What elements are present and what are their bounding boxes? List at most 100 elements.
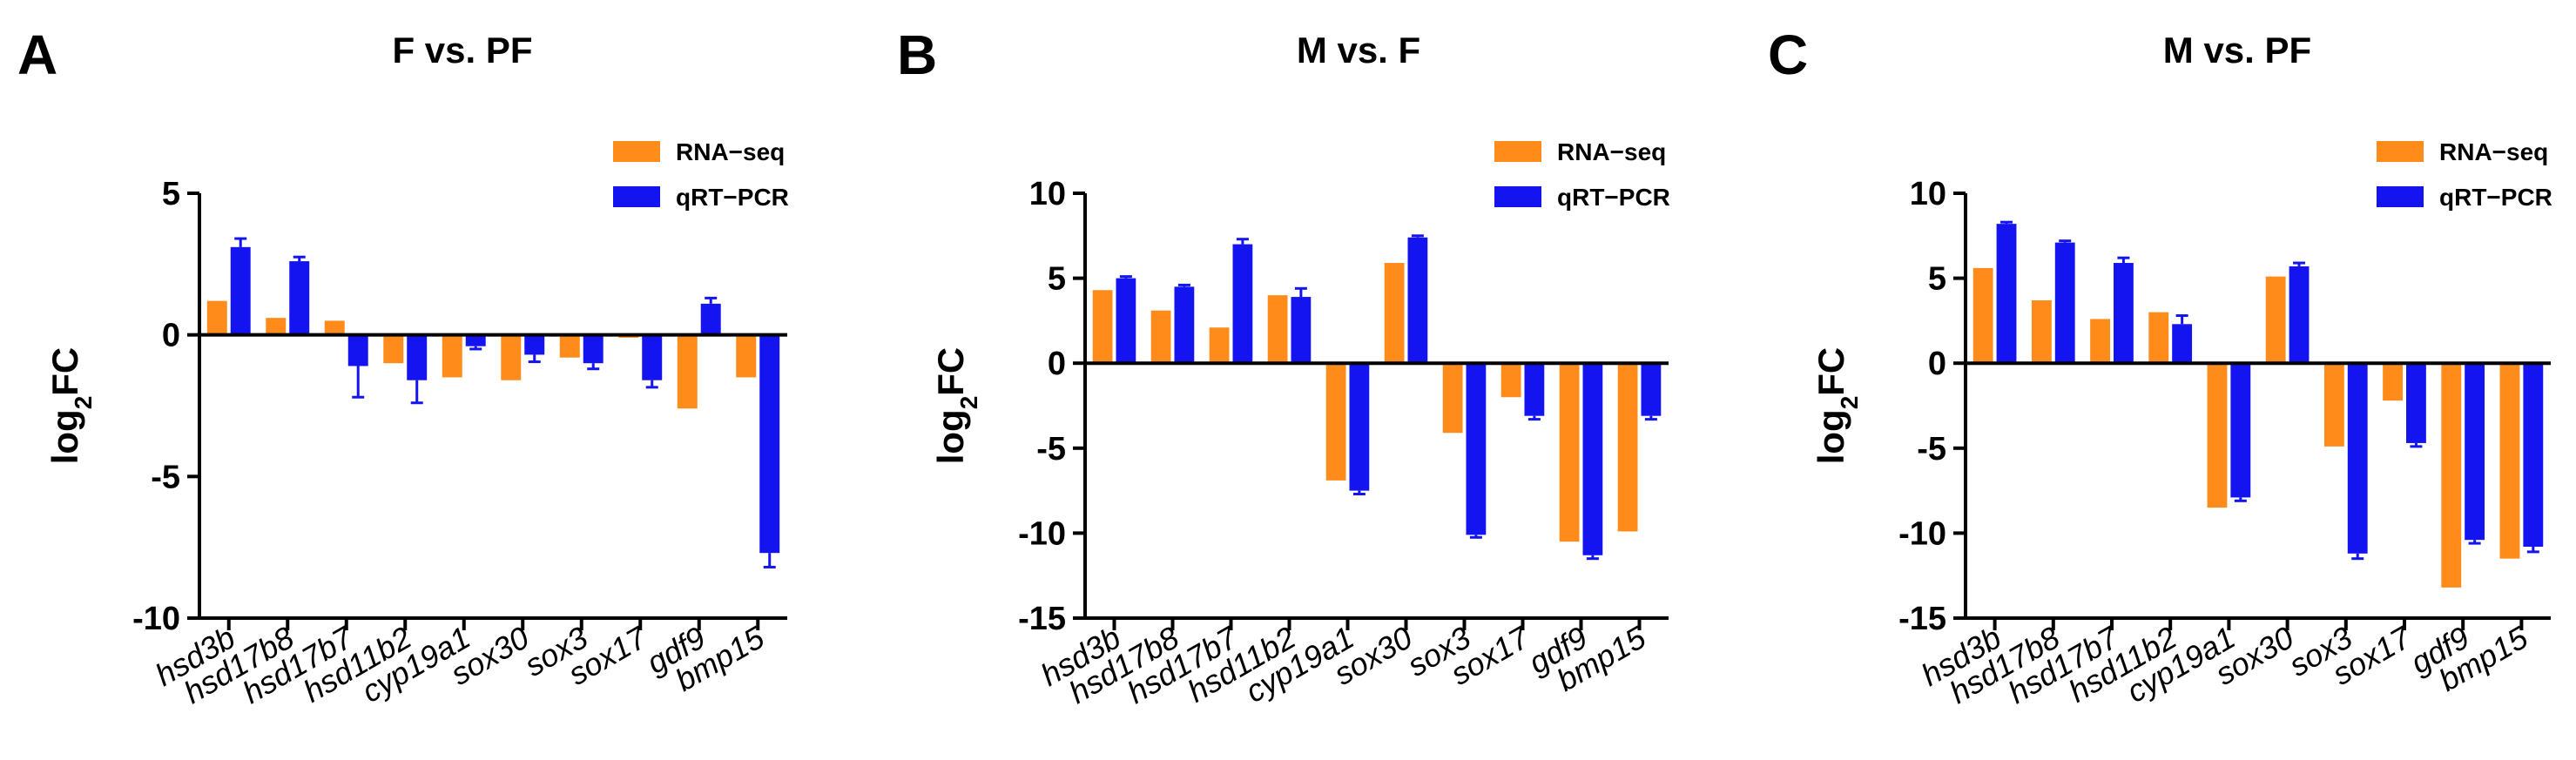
y-tick-label: -10	[1018, 515, 1066, 552]
bar-qrt-pcr-gdf9	[700, 303, 721, 335]
legend-swatch	[613, 186, 660, 207]
bar-rna-seq-gdf9	[1559, 363, 1580, 542]
bar-qrt-pcr-sox17	[1524, 363, 1545, 416]
bar-qrt-pcr-hsd3b	[230, 246, 251, 335]
bar-qrt-pcr-hsd17b8	[1174, 286, 1195, 364]
bar-rna-seq-hsd17b7	[1209, 327, 1230, 364]
panel-letter: C	[1768, 24, 1808, 86]
bar-rna-seq-sox30	[2265, 276, 2286, 364]
bar-rna-seq-bmp15	[1617, 363, 1638, 532]
chart-title: M vs. PF	[2163, 30, 2311, 71]
bar-rna-seq-hsd17b8	[1150, 310, 1171, 364]
bar-rna-seq-sox3	[2323, 363, 2344, 447]
bar-qrt-pcr-hsd17b7	[1232, 244, 1253, 364]
bar-qrt-pcr-sox30	[1407, 237, 1428, 364]
bar-rna-seq-sox3	[559, 334, 580, 358]
bar-rna-seq-gdf9	[2441, 363, 2462, 588]
bar-qrt-pcr-hsd11b2	[2172, 324, 2193, 364]
legend-label: qRT−PCR	[2439, 184, 2552, 211]
y-tick-label: -15	[1018, 601, 1066, 637]
bar-rna-seq-cyp19a1	[442, 334, 462, 378]
bar-qrt-pcr-bmp15	[1641, 363, 1662, 416]
y-tick-label: 5	[1048, 261, 1066, 298]
legend-label: RNA−seq	[2439, 138, 2548, 165]
legend-label: RNA−seq	[1557, 138, 1666, 165]
legend-swatch	[2377, 186, 2424, 207]
bar-qrt-pcr-gdf9	[2465, 363, 2485, 541]
bar-rna-seq-sox17	[2383, 363, 2403, 401]
bar-rna-seq-cyp19a1	[1325, 363, 1346, 481]
bar-rna-seq-cyp19a1	[2207, 363, 2228, 508]
bar-qrt-pcr-cyp19a1	[465, 334, 486, 346]
legend-label: qRT−PCR	[676, 184, 789, 211]
legend-swatch	[613, 141, 660, 162]
bar-rna-seq-bmp15	[736, 334, 757, 378]
bar-qrt-pcr-sox30	[524, 334, 545, 355]
bar-rna-seq-sox3	[1442, 363, 1463, 434]
legend-label: RNA−seq	[676, 138, 785, 165]
bar-qrt-pcr-hsd17b8	[289, 261, 310, 335]
y-axis-label: log2FC	[1811, 347, 1863, 465]
bar-rna-seq-gdf9	[677, 334, 698, 409]
bar-rna-seq-hsd11b2	[1267, 295, 1288, 364]
bar-rna-seq-hsd3b	[206, 300, 227, 335]
bar-qrt-pcr-sox3	[2347, 363, 2368, 554]
y-tick-label: 0	[1928, 346, 1946, 382]
y-tick-label: -10	[132, 601, 180, 637]
bar-rna-seq-hsd17b7	[324, 320, 345, 335]
y-tick-label: -5	[151, 459, 180, 495]
bar-qrt-pcr-bmp15	[2523, 363, 2544, 548]
bar-rna-seq-hsd11b2	[383, 334, 404, 364]
bar-rna-seq-sox17	[1500, 363, 1521, 398]
bar-rna-seq-hsd17b7	[2090, 319, 2110, 364]
legend-swatch	[2377, 141, 2424, 162]
bar-qrt-pcr-sox30	[2289, 266, 2310, 364]
bar-qrt-pcr-hsd17b7	[347, 334, 368, 367]
legend-label: qRT−PCR	[1557, 184, 1670, 211]
bar-qrt-pcr-cyp19a1	[1349, 363, 1370, 491]
legend-swatch	[1494, 141, 1541, 162]
bar-rna-seq-sox30	[1384, 263, 1405, 364]
y-tick-label: 10	[1029, 176, 1066, 212]
bar-qrt-pcr-cyp19a1	[2230, 363, 2251, 498]
y-axis-label: log2FC	[44, 347, 97, 465]
y-tick-label: -5	[1036, 431, 1066, 467]
bar-qrt-pcr-hsd3b	[1116, 278, 1136, 364]
y-tick-label: -15	[1898, 601, 1946, 637]
bar-qrt-pcr-bmp15	[759, 334, 780, 554]
y-tick-label: -10	[1898, 515, 1946, 552]
chart-title: M vs. F	[1297, 30, 1420, 71]
y-tick-label: 5	[1928, 261, 1946, 298]
bar-qrt-pcr-hsd17b7	[2114, 263, 2134, 364]
bar-qrt-pcr-hsd11b2	[407, 334, 428, 380]
bar-qrt-pcr-hsd17b8	[2054, 242, 2075, 364]
bar-rna-seq-hsd17b8	[2031, 299, 2052, 364]
bar-qrt-pcr-sox3	[583, 334, 604, 364]
y-tick-label: 0	[162, 318, 180, 354]
bar-qrt-pcr-hsd3b	[1996, 224, 2017, 364]
y-tick-label: 5	[162, 176, 180, 212]
bar-rna-seq-hsd11b2	[2148, 312, 2169, 364]
bar-rna-seq-hsd17b8	[266, 318, 287, 335]
panel-letter: A	[17, 24, 57, 86]
y-tick-label: 0	[1048, 346, 1066, 382]
panel-letter: B	[897, 24, 937, 86]
bar-qrt-pcr-hsd11b2	[1291, 297, 1312, 364]
legend-swatch	[1494, 186, 1541, 207]
chart-title: F vs. PF	[392, 30, 532, 71]
y-tick-label: -5	[1917, 431, 1946, 467]
bar-rna-seq-sox30	[501, 334, 522, 380]
bar-qrt-pcr-sox17	[2406, 363, 2426, 443]
bar-rna-seq-hsd3b	[1092, 290, 1113, 364]
bar-rna-seq-hsd3b	[1972, 267, 1993, 364]
y-tick-label: 10	[1910, 176, 1946, 212]
bar-qrt-pcr-sox3	[1466, 363, 1487, 535]
bar-rna-seq-bmp15	[2499, 363, 2520, 559]
bar-qrt-pcr-sox17	[642, 334, 663, 380]
y-axis-label: log2FC	[930, 347, 982, 465]
bar-qrt-pcr-gdf9	[1582, 363, 1603, 555]
